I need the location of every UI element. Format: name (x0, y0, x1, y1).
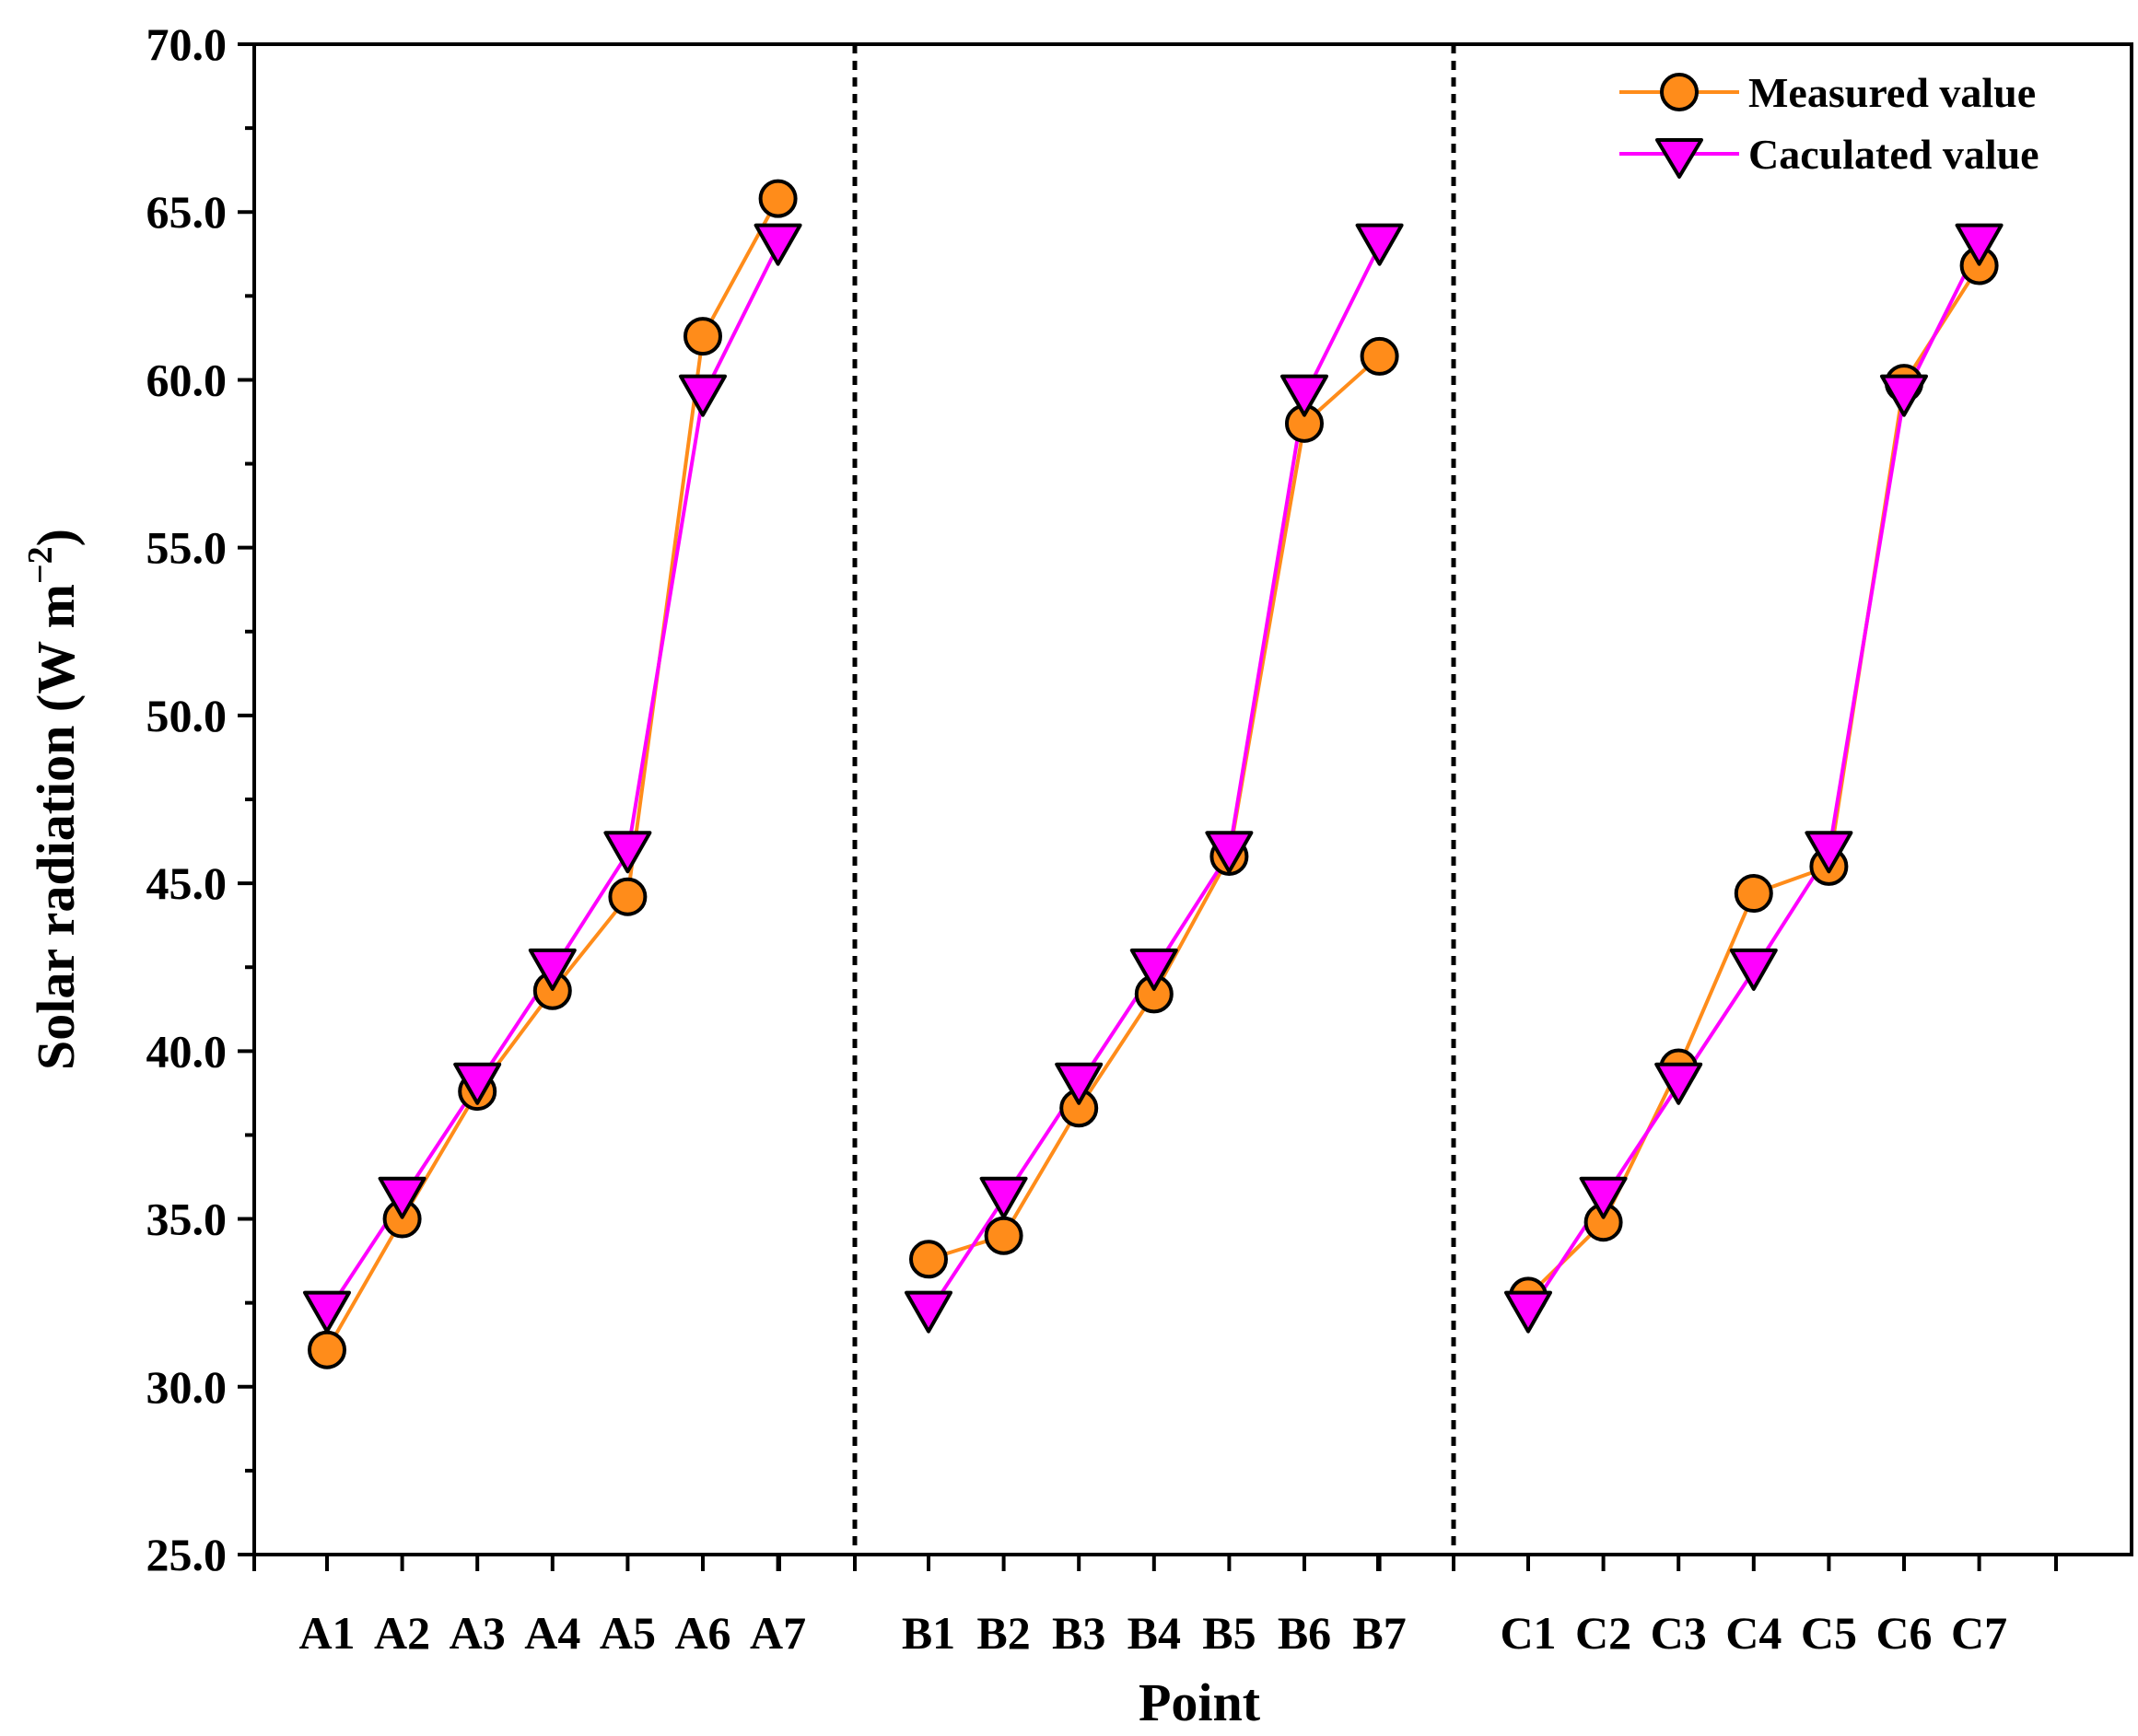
x-tick-label: C2 (1575, 1607, 1631, 1659)
y-axis-title-close: ) (26, 529, 86, 546)
x-axis: A1 A2 A3 A4 A5 A6 A7 B1 B2 B3 B4 B5 B6 B7 C1 C2 C3 C4 C5 C6… (252, 1555, 2058, 1659)
x-tick-label: B3 (1052, 1607, 1105, 1659)
point-calculated-B5 (1205, 831, 1254, 874)
point-measured-A1 (308, 1330, 346, 1369)
x-tick-label: C1 (1500, 1607, 1556, 1659)
group-separators (852, 44, 1456, 1555)
y-tick-label: 65.0 (146, 186, 228, 238)
y-tick-label: 40.0 (146, 1025, 228, 1077)
y-axis-title: Solar radiation (W m−2) (21, 529, 86, 1070)
x-tick-label: B7 (1352, 1607, 1406, 1659)
x-tick-label: A1 (298, 1607, 355, 1659)
legend-label-measured: Measured value (1748, 69, 2036, 116)
y-tick-label: 60.0 (146, 354, 228, 405)
point-calculated-B2 (979, 1176, 1028, 1219)
point-calculated-A3 (453, 1062, 502, 1105)
point-measured-B7 (1360, 336, 1399, 376)
x-tick-label: B2 (976, 1607, 1030, 1659)
x-tick-label: A7 (750, 1607, 806, 1659)
x-tick-label: B1 (902, 1607, 955, 1659)
point-calculated-A4 (528, 948, 577, 991)
point-calculated-C6 (1880, 374, 1928, 417)
x-tick-label: B4 (1127, 1607, 1181, 1659)
plot-frame (252, 42, 2133, 1556)
x-tick-label: C3 (1651, 1607, 1707, 1659)
point-calculated-A6 (679, 374, 727, 417)
point-measured-B2 (984, 1216, 1023, 1255)
series-line-measured-B (928, 355, 1381, 1262)
point-calculated-C3 (1654, 1062, 1703, 1105)
point-calculated-A7 (754, 223, 802, 266)
y-tick-label: 25.0 (146, 1529, 228, 1580)
y-axis-title-main: Solar radiation (W m (26, 584, 86, 1070)
y-tick-label: 45.0 (146, 857, 228, 909)
point-calculated-A2 (378, 1176, 426, 1219)
point-calculated-B1 (905, 1290, 952, 1334)
point-calculated-B4 (1129, 948, 1178, 991)
point-calculated-A1 (303, 1290, 351, 1334)
y-tick-label: 55.0 (146, 522, 228, 574)
point-calculated-C7 (1955, 223, 2004, 266)
y-axis-title-superscript: −2 (21, 546, 60, 584)
point-measured-A6 (683, 317, 722, 356)
x-tick-label: A5 (600, 1607, 656, 1659)
series-line-calculated-C (1526, 244, 1981, 1314)
x-axis-title: Point (1139, 1672, 1261, 1732)
legend: Measured value Caculated value (1619, 69, 2039, 179)
point-calculated-A5 (603, 831, 652, 874)
x-tick-label: A6 (674, 1607, 730, 1659)
point-calculated-C4 (1729, 948, 1778, 991)
x-tick-label: C4 (1725, 1607, 1782, 1659)
x-tick-label: A2 (374, 1607, 430, 1659)
y-tick-label: 30.0 (146, 1361, 228, 1413)
series-line-calculated-A (325, 244, 780, 1314)
x-tick-label: C7 (1951, 1607, 2007, 1659)
y-tick-label: 50.0 (146, 690, 228, 741)
point-measured-A7 (758, 179, 798, 218)
series-layer (303, 179, 2004, 1369)
point-calculated-B6 (1280, 374, 1328, 417)
x-tick-label: C6 (1875, 1607, 1932, 1659)
point-measured-C4 (1734, 874, 1773, 914)
x-tick-label: B6 (1278, 1607, 1331, 1659)
point-calculated-C5 (1805, 831, 1853, 874)
point-measured-A5 (608, 877, 648, 916)
point-calculated-C2 (1579, 1176, 1628, 1219)
series-line-measured-C (1526, 264, 1981, 1298)
point-calculated-B3 (1055, 1062, 1104, 1105)
y-tick-label: 35.0 (146, 1194, 228, 1245)
point-measured-B1 (909, 1240, 948, 1279)
x-tick-label: B5 (1202, 1607, 1256, 1659)
point-calculated-B7 (1355, 223, 1404, 266)
x-tick-label: C5 (1801, 1607, 1857, 1659)
y-tick-label: 70.0 (146, 18, 228, 70)
legend-label-calculated: Caculated value (1748, 131, 2039, 178)
legend-marker-measured (1660, 73, 1699, 111)
x-tick-label: A3 (450, 1607, 506, 1659)
point-calculated-C1 (1504, 1290, 1552, 1334)
legend-marker-calculated (1655, 138, 1703, 179)
x-tick-label: A4 (524, 1607, 580, 1659)
y-axis: 25.0 30.0 35.0 40.0 45.0 50.0 55.0 60.0 65.0 70.0 (146, 18, 254, 1580)
